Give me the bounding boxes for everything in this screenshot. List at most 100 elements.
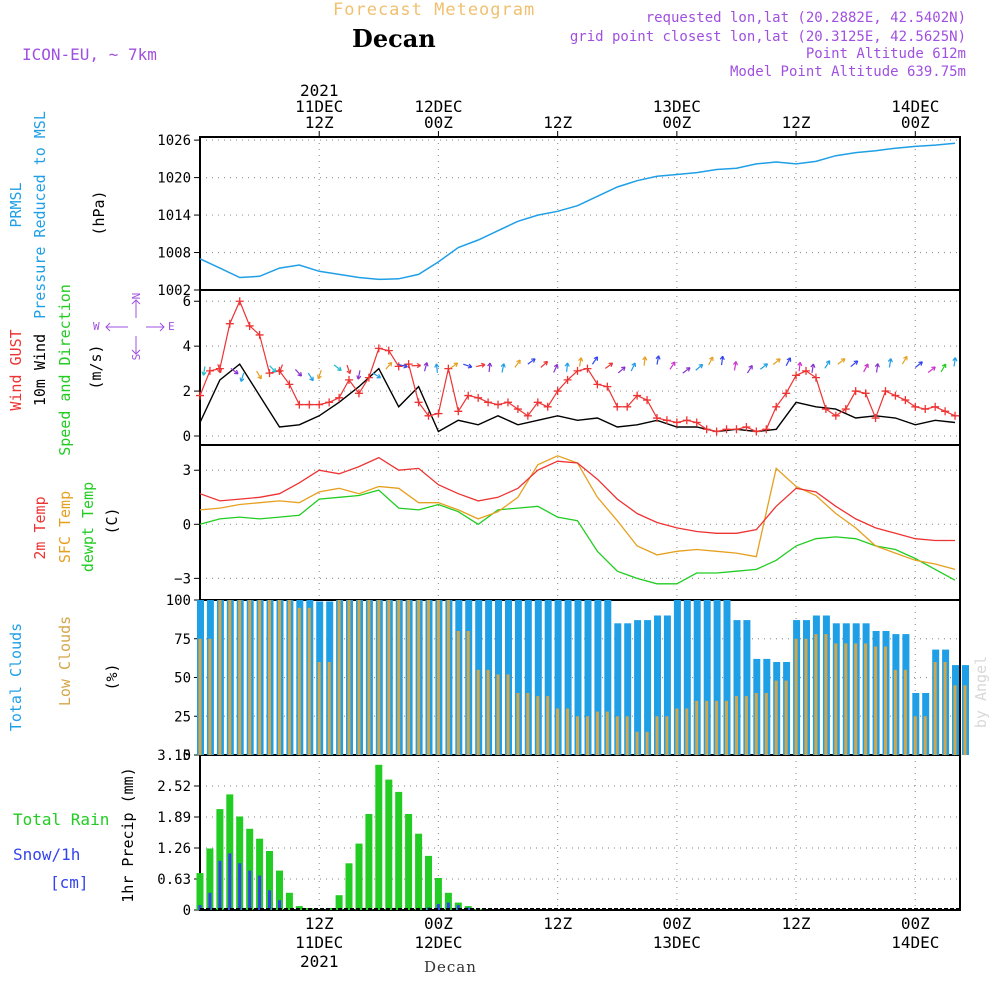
wind-direction-arrowhead <box>941 363 947 369</box>
wind-direction-arrowhead <box>309 376 314 382</box>
wind-direction-arrow <box>294 368 302 377</box>
gust-marker <box>603 382 612 391</box>
wind-direction-arrow <box>669 361 676 370</box>
wind-direction-arrowhead <box>918 361 923 366</box>
wind-direction-arrowhead <box>671 361 676 366</box>
snow-bar <box>456 905 460 910</box>
wind-direction-arrow <box>357 370 361 380</box>
gust-marker <box>315 400 324 409</box>
temp-panel: 3 0 −3 <box>174 444 961 601</box>
gust-marker <box>364 373 373 382</box>
gust-marker <box>523 411 532 420</box>
wind-direction-arrow <box>217 364 222 374</box>
total-cloud-bar <box>683 600 691 755</box>
wind-direction-label: Speed and Direction <box>56 284 74 456</box>
precip-ytick-label: 1.89 <box>157 810 191 826</box>
point-altitude: Point Altitude 612m <box>805 46 966 62</box>
snow-bar <box>278 900 281 910</box>
gust-marker <box>623 402 632 411</box>
low-cloud-bar <box>764 693 768 755</box>
wind-direction-arrowhead <box>593 356 599 361</box>
wind-direction-arrowhead <box>853 360 859 365</box>
total-cloud-bar <box>624 623 632 756</box>
wind-ytick-label: 0 <box>183 429 191 445</box>
low-cloud-bar <box>228 600 232 755</box>
gust-marker <box>662 416 671 425</box>
gust-marker <box>792 371 801 380</box>
clouds-unit-label: (%) <box>103 663 121 690</box>
low-cloud-bar <box>546 696 550 755</box>
low-clouds-label: Low Clouds <box>56 616 74 706</box>
temp-ytick-label: −3 <box>174 571 191 587</box>
gust-marker <box>613 402 622 411</box>
gust-marker <box>305 400 314 409</box>
gust-marker <box>841 405 850 414</box>
rain-bar <box>276 870 283 910</box>
low-cloud-bar <box>705 700 709 756</box>
bottom-time-label: 2021 <box>300 952 339 971</box>
rain-bar <box>444 892 452 910</box>
total-cloud-bar <box>654 615 661 755</box>
wind-direction-arrowhead <box>271 368 277 373</box>
gust-marker <box>354 389 363 398</box>
wind-direction-arrow <box>514 359 521 368</box>
pressure-ytick-label: 1014 <box>157 208 191 224</box>
pressure-ytick-label: 1026 <box>157 133 191 149</box>
total-cloud-bar <box>673 600 681 755</box>
low-cloud-bar <box>377 600 381 755</box>
low-cloud-bar <box>337 600 341 755</box>
gust-marker <box>235 297 244 306</box>
wind-direction-arrow <box>578 357 582 367</box>
wind-direction-arrowhead <box>952 357 958 362</box>
low-cloud-bar <box>675 708 679 755</box>
wind-direction-arrowhead <box>553 363 559 369</box>
gust-marker <box>831 411 840 420</box>
gust-marker <box>722 425 731 434</box>
low-cloud-bar <box>595 711 599 755</box>
rain-bar <box>216 809 224 910</box>
gust-marker <box>434 409 443 418</box>
gridpoint-coords: grid point closest lon,lat (20.3125E, 42… <box>569 29 966 45</box>
gust-marker <box>533 398 542 407</box>
clouds-ytick-label: 100 <box>166 593 191 609</box>
wind-direction-arrowhead <box>864 363 869 369</box>
wind-frame <box>199 289 961 446</box>
clouds-ytick-label: 50 <box>174 671 191 687</box>
wind-direction-arrow <box>953 357 956 367</box>
bottom-time-label: 14DEC <box>891 933 939 952</box>
temp-unit-label: (C) <box>103 507 121 534</box>
gust-marker <box>543 402 552 411</box>
snow-bar <box>258 875 262 910</box>
gust-marker <box>474 393 483 402</box>
total-cloud-bar <box>703 600 711 755</box>
wind-direction-arrow <box>553 364 559 373</box>
wind-gust-line <box>199 299 956 433</box>
rain-bar <box>415 833 423 910</box>
total-cloud-bar <box>564 600 572 755</box>
wind-ytick-label: 2 <box>183 384 191 400</box>
location-title: Decan <box>352 24 436 53</box>
gust-marker <box>454 407 463 416</box>
wind-direction-arrowhead <box>337 366 342 372</box>
bottom-time-label: 12Z <box>305 914 334 933</box>
total-cloud-bar <box>594 600 602 755</box>
t2m-label: 2m Temp <box>31 496 49 559</box>
wind-direction-arrow <box>695 363 704 371</box>
wind-direction-arrow <box>850 360 859 368</box>
gust-marker <box>494 400 503 409</box>
total-cloud-bar <box>534 600 542 755</box>
gust-marker <box>772 402 781 411</box>
gust-marker <box>682 416 691 425</box>
wind-direction-arrowhead <box>903 355 908 361</box>
wind-direction-arrowhead <box>387 361 393 367</box>
wind-ytick-label: 4 <box>183 339 191 355</box>
compass-north: N <box>130 293 143 300</box>
model-altitude: Model Point Altitude 639.75m <box>729 64 966 80</box>
wind-direction-arrowhead <box>621 366 626 372</box>
rain-bar <box>285 892 293 910</box>
gust-marker <box>861 389 870 398</box>
low-cloud-bar <box>834 643 838 755</box>
pressure-label-prmsl: PRMSL <box>7 182 25 227</box>
wind-direction-arrowhead <box>709 356 714 362</box>
compass-ew-arrows <box>105 322 165 332</box>
